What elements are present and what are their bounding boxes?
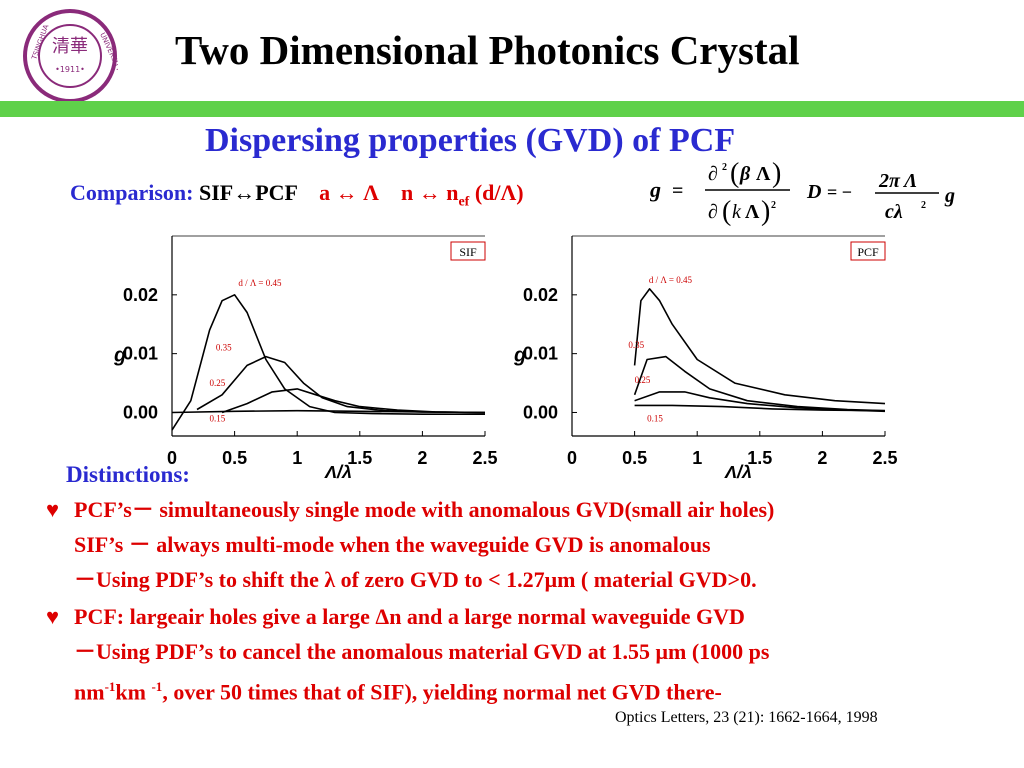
- x-tick-label: 0.5: [222, 448, 247, 468]
- bullet-2-line-3-sup-2: -1: [151, 679, 163, 694]
- bullet-1-line-2: SIF’s － always multi-mode when the waveg…: [74, 532, 711, 557]
- formula-den-k: k: [732, 201, 742, 223]
- chart-type-box: [850, 241, 886, 261]
- formula-num-lambda: Λ: [756, 163, 771, 185]
- svg-text:•1911•: •1911•: [55, 65, 85, 74]
- tsinghua-university-logo: 清華 •1911• TSINGHUA UNIVERSITY: [23, 9, 118, 103]
- bullet-2-line-1: PCF: largeair holes give a large Δn and …: [74, 604, 745, 629]
- y-tick-label: 0.01: [123, 344, 158, 364]
- y-tick-label: 0.00: [123, 402, 158, 422]
- comparison-label: Comparison:: [70, 180, 194, 205]
- series-line-1: [633, 288, 886, 405]
- formula-d-eq: = −: [827, 182, 852, 202]
- formula-g: g = ∂ 2 ( β Λ ) ∂ ( k Λ ) 2: [650, 158, 790, 227]
- formula-den-power: 2: [771, 200, 776, 211]
- chart-type-label: SIF: [459, 245, 477, 259]
- mapping-arrow-2: ↔: [418, 180, 441, 205]
- svg-text:): ): [772, 158, 781, 189]
- mapping-lambda: Λ: [363, 180, 379, 205]
- series-label: 0.35: [216, 343, 232, 353]
- series-label: 0.15: [210, 413, 226, 423]
- svg-text:(: (: [722, 196, 731, 227]
- x-tick-label: 0: [167, 448, 177, 468]
- bullet-2-line-3: nm-1km -1, over 50 times that of SIF), y…: [74, 674, 722, 705]
- distinctions-heading: Distinctions:: [66, 462, 190, 487]
- bullet-2-line-3-part-3: , over 50 times that of SIF), yielding n…: [162, 679, 722, 705]
- chart-type-label: PCF: [857, 245, 879, 259]
- bullet-2-line-3-part-1: nm: [74, 679, 105, 705]
- x-axis-label: Λ/λ: [724, 462, 752, 480]
- bullet-1-line-3: －Using PDF’s to shift the λ of zero GVD …: [74, 567, 757, 592]
- formula-g-symbol: g: [650, 177, 661, 202]
- title-divider-bar: [0, 101, 1024, 117]
- y-tick-label: 0.02: [523, 285, 558, 305]
- formula-d: D = − 2π Λ cλ 2 g: [806, 170, 955, 223]
- formula-num-partial: ∂: [708, 163, 718, 185]
- bullet-heart-icon: ♥: [46, 604, 60, 629]
- series-label: d / Λ = 0.45: [649, 275, 693, 285]
- x-tick-label: 0: [567, 448, 577, 468]
- formula-d-g: g: [944, 185, 955, 207]
- chart-type-box: [450, 241, 486, 261]
- formula-d-denominator: cλ: [885, 201, 903, 223]
- formula-g-eq: =: [672, 180, 683, 202]
- bullet-2-line-3-part-2: km: [115, 679, 152, 705]
- x-tick-label: 2.5: [472, 448, 497, 468]
- formula-den-lambda: Λ: [745, 201, 760, 223]
- x-tick-label: 2: [817, 448, 827, 468]
- series-line-4: [634, 404, 886, 412]
- formula-num-power: 2: [722, 162, 727, 173]
- mapping-a: a: [319, 180, 331, 205]
- mapping-d-lambda: (d/Λ): [474, 180, 524, 205]
- svg-text:(: (: [730, 158, 739, 189]
- mapping-nef: n: [446, 180, 459, 205]
- y-axis-label: g: [513, 345, 526, 367]
- mapping-arrow-1: ↔: [335, 180, 358, 205]
- comparison-pcf: PCF: [255, 180, 298, 205]
- formula-num-beta: β: [739, 163, 751, 185]
- x-tick-label: 1.5: [747, 448, 772, 468]
- x-axis-label: Λ/λ: [324, 462, 352, 480]
- x-tick-label: 1: [292, 448, 302, 468]
- y-tick-label: 0.01: [523, 344, 558, 364]
- series-line-2: [633, 355, 886, 412]
- series-label: 0.25: [635, 375, 651, 385]
- mapping-n: n: [400, 180, 414, 205]
- series-label: 0.25: [210, 378, 226, 388]
- series-line-2: [196, 355, 486, 414]
- comparison-line: Comparison: SIF↔PCF a ↔ Λ n ↔ nef (d/Λ): [70, 180, 524, 210]
- mapping-nef-sub: ef: [458, 194, 470, 210]
- series-line-3: [221, 388, 486, 414]
- comparison-arrow: ↔: [233, 180, 256, 205]
- bullet-2-line-3-sup-1: -1: [104, 679, 116, 694]
- y-axis-label: g: [113, 345, 126, 367]
- y-tick-label: 0.00: [523, 402, 558, 422]
- series-line-4: [171, 409, 486, 414]
- series-label: 0.15: [647, 413, 663, 423]
- y-tick-label: 0.02: [123, 285, 158, 305]
- formula-d-symbol: D: [806, 181, 821, 203]
- bullet-1-line-1: PCF’s－ simultaneously single mode with a…: [74, 497, 775, 522]
- bullet-2-line-2: －Using PDF’s to cancel the anomalous mat…: [74, 639, 770, 664]
- x-tick-label: 1: [692, 448, 702, 468]
- chart-sif: 0 0.5 1 1.5 2 2.5 0.02 0.01 0.00 g Λ/λ d / Λ = 0.45…: [113, 235, 498, 480]
- x-tick-label: 2.5: [872, 448, 897, 468]
- formula-d-numerator: 2π Λ: [878, 170, 918, 192]
- slide-title: Two Dimensional Photonics Crystal: [175, 27, 800, 73]
- comparison-sif: SIF: [198, 180, 234, 205]
- formula-d-den-power: 2: [921, 200, 926, 211]
- series-line-1: [171, 294, 485, 431]
- citation: Optics Letters, 23 (21): 1662-1664, 1998: [615, 709, 878, 726]
- svg-text:清華: 清華: [52, 36, 88, 57]
- series-label: d / Λ = 0.45: [238, 278, 282, 288]
- svg-text:): ): [761, 196, 770, 227]
- formula-den-partial: ∂: [708, 201, 718, 223]
- x-tick-label: 1.5: [347, 448, 372, 468]
- slide-subtitle: Dispersing properties (GVD) of PCF: [205, 122, 736, 159]
- x-tick-label: 0.5: [622, 448, 647, 468]
- chart-pcf: 0 0.5 1 1.5 2 2.5 0.02 0.01 0.00 g Λ/λ d / Λ = 0.45…: [513, 235, 898, 480]
- x-tick-label: 2: [417, 448, 427, 468]
- bullet-heart-icon: ♥: [46, 497, 60, 522]
- series-label: 0.35: [628, 340, 644, 350]
